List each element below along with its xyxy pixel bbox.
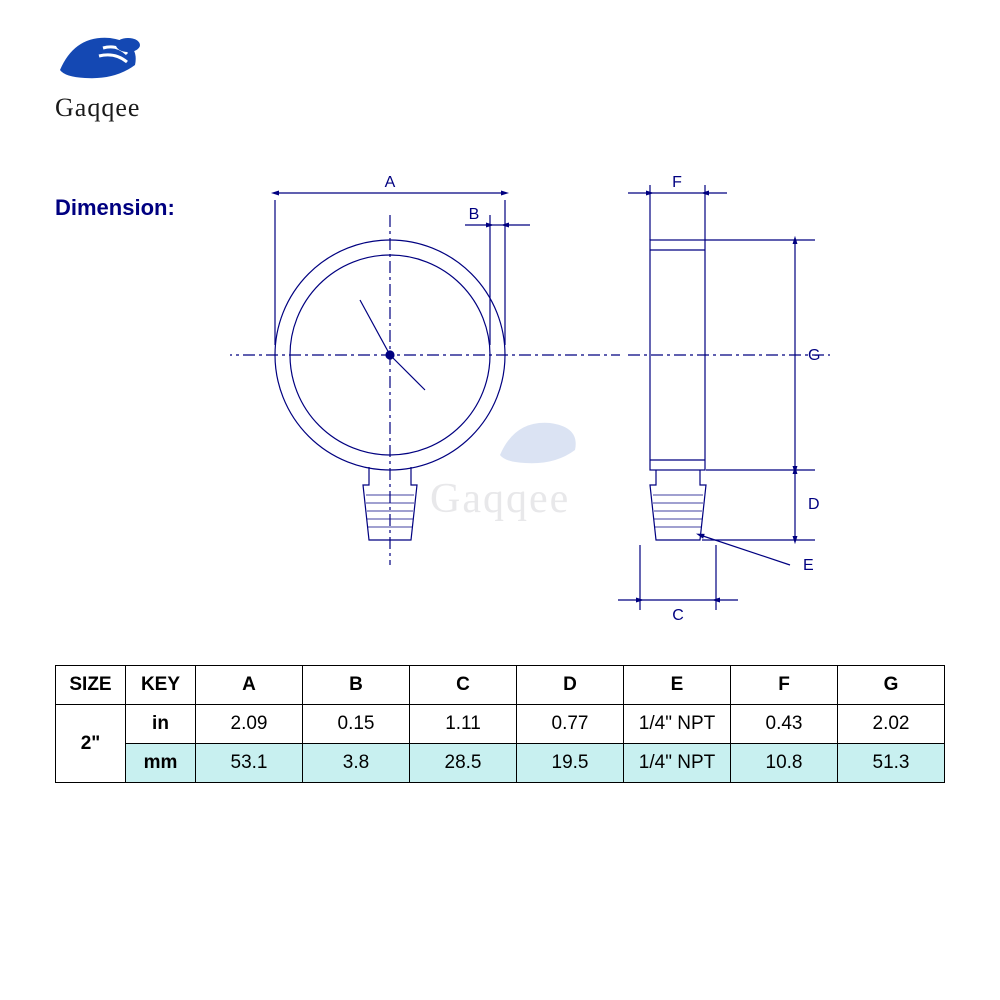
- dimension-diagram: A B F: [230, 145, 930, 645]
- dim-label-d: D: [808, 496, 820, 513]
- brand-logo-area: Gaqqee: [55, 30, 145, 123]
- cell-val: 1/4" NPT: [624, 705, 731, 744]
- dim-label-e: E: [803, 557, 814, 574]
- brand-logo-icon: [55, 30, 145, 85]
- cell-val: 51.3: [838, 744, 945, 783]
- col-d: D: [517, 666, 624, 705]
- col-a: A: [196, 666, 303, 705]
- cell-key-mm: mm: [126, 744, 196, 783]
- cell-val: 0.43: [731, 705, 838, 744]
- dim-label-f: F: [672, 174, 682, 191]
- table-row: mm 53.1 3.8 28.5 19.5 1/4" NPT 10.8 51.3: [56, 744, 945, 783]
- dim-label-g: G: [808, 347, 820, 364]
- cell-val: 10.8: [731, 744, 838, 783]
- brand-name: Gaqqee: [55, 93, 145, 123]
- dim-label-a: A: [385, 174, 396, 191]
- dimension-table: SIZE KEY A B C D E F G 2" in 2.09 0.15 1…: [55, 665, 945, 783]
- col-c: C: [410, 666, 517, 705]
- cell-val: 19.5: [517, 744, 624, 783]
- col-e: E: [624, 666, 731, 705]
- dim-label-c: C: [672, 607, 684, 624]
- col-f: F: [731, 666, 838, 705]
- table-header-row: SIZE KEY A B C D E F G: [56, 666, 945, 705]
- cell-val: 0.77: [517, 705, 624, 744]
- cell-key-in: in: [126, 705, 196, 744]
- table-row: 2" in 2.09 0.15 1.11 0.77 1/4" NPT 0.43 …: [56, 705, 945, 744]
- cell-val: 53.1: [196, 744, 303, 783]
- cell-size: 2": [56, 705, 126, 783]
- cell-val: 1/4" NPT: [624, 744, 731, 783]
- cell-val: 2.02: [838, 705, 945, 744]
- dim-label-b: B: [469, 206, 480, 223]
- cell-val: 1.11: [410, 705, 517, 744]
- section-title: Dimension:: [55, 195, 175, 221]
- col-size: SIZE: [56, 666, 126, 705]
- cell-val: 3.8: [303, 744, 410, 783]
- cell-val: 0.15: [303, 705, 410, 744]
- col-g: G: [838, 666, 945, 705]
- col-b: B: [303, 666, 410, 705]
- cell-val: 2.09: [196, 705, 303, 744]
- col-key: KEY: [126, 666, 196, 705]
- cell-val: 28.5: [410, 744, 517, 783]
